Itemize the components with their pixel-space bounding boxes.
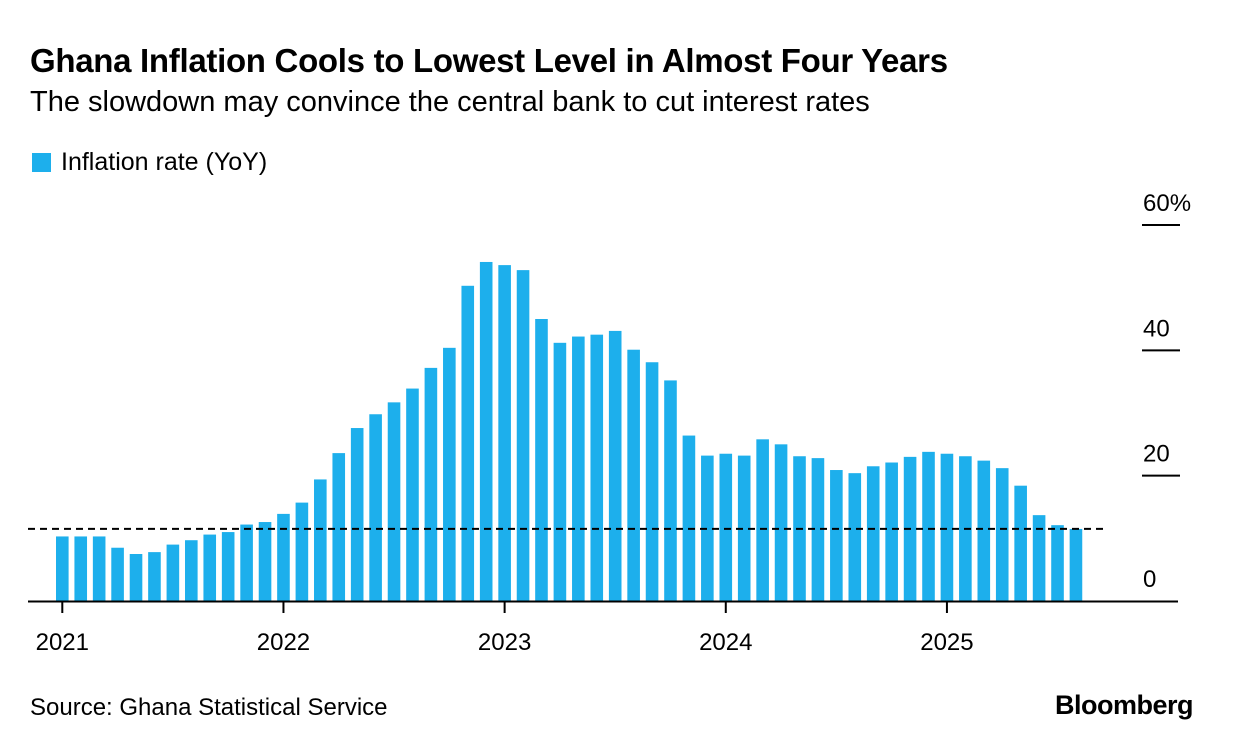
bar-2023-06	[590, 334, 604, 601]
bar-2025-06	[1032, 515, 1046, 601]
bar-2023-09	[645, 362, 659, 601]
bar-2024-06	[811, 458, 825, 601]
y-tick-label: 0	[1143, 566, 1156, 593]
bar-2023-02	[516, 270, 530, 601]
bloomberg-logo: Bloomberg	[1054, 690, 1194, 720]
bar-2022-07	[387, 402, 401, 601]
bar-2021-10	[221, 532, 235, 601]
bar-2022-01	[277, 513, 290, 601]
bar-2023-08	[627, 349, 640, 601]
chart-title: Ghana Inflation Cools to Lowest Level in…	[30, 42, 948, 79]
bar-2023-07	[608, 330, 622, 601]
bars	[56, 261, 1083, 601]
bar-2022-04	[332, 453, 346, 601]
bar-2022-03	[314, 479, 327, 601]
bar-2025-08	[1069, 528, 1083, 601]
bar-2022-12	[479, 261, 493, 601]
bar-2022-10	[443, 347, 456, 601]
bar-2021-11	[240, 524, 253, 601]
bar-2023-03	[535, 319, 548, 601]
bar-2024-03	[756, 439, 769, 601]
bar-2024-10	[885, 462, 898, 601]
bar-2022-11	[461, 285, 475, 601]
bar-2024-08	[848, 473, 862, 601]
legend: Inflation rate (YoY)	[32, 148, 267, 177]
bar-2021-05	[129, 554, 143, 601]
x-tick-label: 2024	[699, 629, 752, 656]
bar-2021-06	[148, 552, 161, 601]
bar-2021-02	[74, 536, 88, 601]
legend-label: Inflation rate (YoY)	[61, 148, 268, 176]
bar-2023-11	[682, 435, 696, 601]
bar-2024-12	[922, 451, 935, 601]
bar-2024-07	[830, 470, 843, 601]
bar-2024-01	[719, 453, 733, 601]
source-note: Source: Ghana Statistical Service	[30, 694, 388, 721]
bar-2021-07	[166, 544, 180, 601]
bar-2025-03	[977, 460, 991, 601]
bar-2023-04	[553, 342, 567, 601]
bar-2025-04	[995, 468, 1009, 601]
bar-2021-04	[111, 547, 124, 601]
y-tick-label: 40	[1143, 315, 1170, 342]
bar-2024-02	[737, 455, 751, 601]
bar-2022-08	[406, 388, 419, 601]
bar-2021-09	[203, 534, 217, 601]
bar-2021-03	[92, 536, 106, 601]
x-tick-label: 2022	[257, 629, 310, 656]
bar-2023-12	[701, 455, 714, 601]
bar-2021-08	[185, 540, 198, 601]
bar-2023-10	[664, 380, 677, 601]
bar-2022-02	[295, 502, 309, 601]
chart-subtitle: The slowdown may convince the central ba…	[30, 86, 870, 118]
bar-2023-01	[498, 265, 511, 601]
bar-2025-05	[1014, 485, 1027, 601]
bar-2021-01	[56, 536, 69, 601]
bar-2024-09	[866, 466, 880, 601]
bar-2024-04	[774, 444, 788, 601]
x-tick-label: 2023	[478, 629, 531, 656]
y-tick-label: 60%	[1143, 190, 1191, 217]
bar-2025-01	[940, 453, 954, 601]
x-tick-label: 2021	[36, 629, 89, 656]
bar-2021-12	[258, 522, 272, 601]
bar-2023-05	[572, 336, 585, 601]
bar-2025-07	[1051, 525, 1064, 601]
bar-2022-05	[350, 428, 364, 601]
y-tick-label: 20	[1143, 441, 1170, 468]
x-axis: 2021 2022 2023 2024 2025	[36, 601, 974, 656]
bar-2022-06	[369, 414, 382, 601]
bar-2022-09	[424, 367, 438, 601]
legend-swatch	[32, 153, 51, 172]
y-axis: 0 20 40 60%	[1142, 190, 1191, 593]
x-tick-label: 2025	[920, 629, 973, 656]
